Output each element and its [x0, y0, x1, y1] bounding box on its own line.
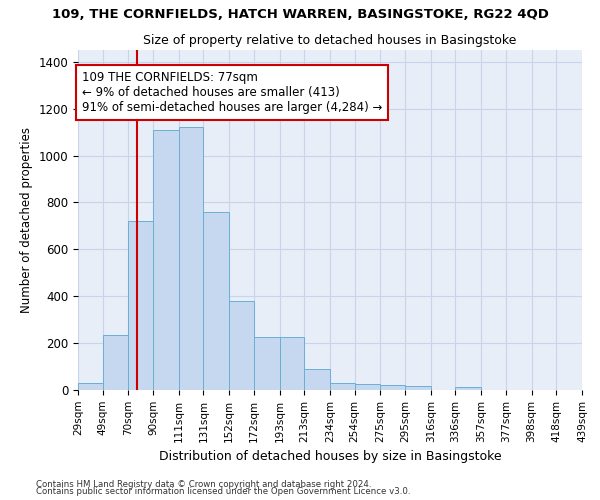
Bar: [254, 337, 280, 390]
Bar: [380, 385, 405, 390]
Text: 109 THE CORNFIELDS: 77sqm
← 9% of detached houses are smaller (413)
91% of semi-: 109 THE CORNFIELDS: 77sqm ← 9% of detach…: [82, 71, 382, 114]
Bar: [103, 335, 128, 390]
Bar: [203, 212, 229, 390]
Bar: [78, 383, 103, 390]
Bar: [330, 383, 355, 390]
X-axis label: Distribution of detached houses by size in Basingstoke: Distribution of detached houses by size …: [158, 450, 502, 463]
Text: Contains public sector information licensed under the Open Government Licence v3: Contains public sector information licen…: [36, 487, 410, 496]
Bar: [405, 386, 431, 390]
Text: 109, THE CORNFIELDS, HATCH WARREN, BASINGSTOKE, RG22 4QD: 109, THE CORNFIELDS, HATCH WARREN, BASIN…: [52, 8, 548, 20]
Bar: [455, 387, 481, 390]
Bar: [229, 301, 254, 390]
Bar: [128, 221, 153, 390]
Bar: [355, 384, 380, 390]
Bar: [280, 337, 304, 390]
Bar: [179, 128, 203, 390]
Bar: [153, 130, 179, 390]
Text: Contains HM Land Registry data © Crown copyright and database right 2024.: Contains HM Land Registry data © Crown c…: [36, 480, 371, 489]
Bar: [304, 369, 330, 390]
Y-axis label: Number of detached properties: Number of detached properties: [20, 127, 33, 313]
Title: Size of property relative to detached houses in Basingstoke: Size of property relative to detached ho…: [143, 34, 517, 48]
